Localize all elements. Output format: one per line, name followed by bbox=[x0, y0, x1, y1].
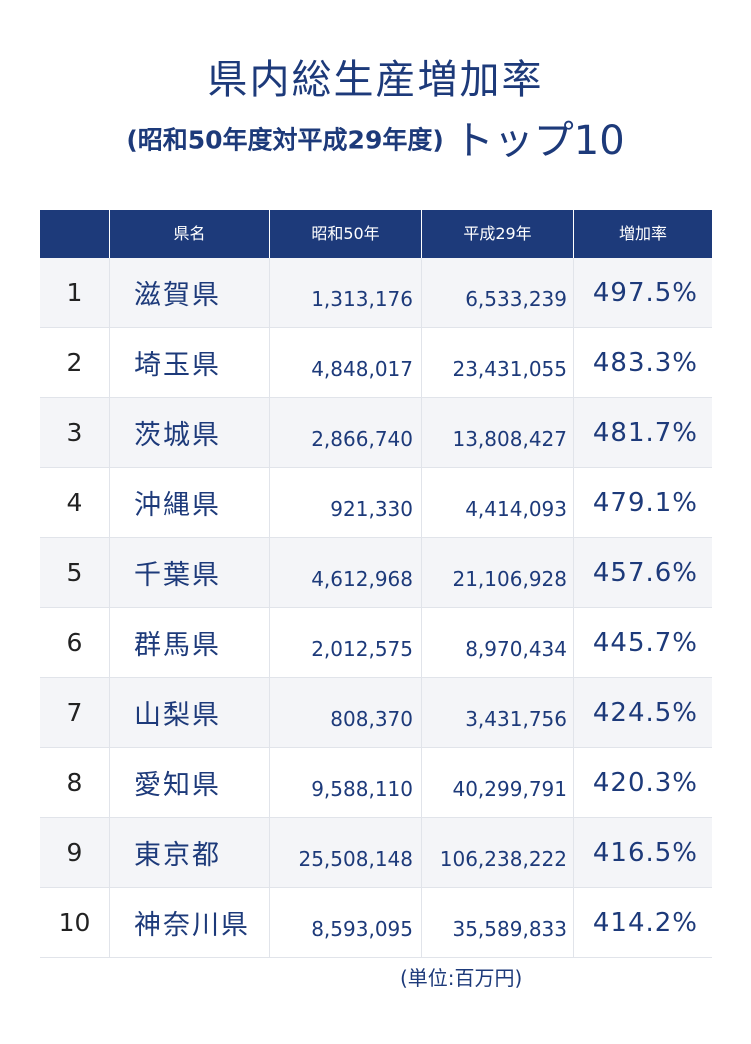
heisei29-value-cell: 6,533,239 bbox=[422, 258, 574, 327]
rank-cell: 2 bbox=[40, 328, 110, 397]
unit-note: (単位:百万円) bbox=[400, 966, 523, 990]
rank-cell: 4 bbox=[40, 468, 110, 537]
table-row: 10 神奈川県 8,593,095 35,589,833 414.2% bbox=[40, 888, 712, 958]
header-rank bbox=[40, 210, 110, 258]
prefecture-cell: 茨城県 bbox=[110, 398, 270, 467]
growth-rate-cell: 481.7% bbox=[592, 417, 698, 448]
rank-cell: 6 bbox=[40, 608, 110, 677]
growth-rate-cell: 420.3% bbox=[592, 767, 698, 798]
showa50-value-cell: 4,612,968 bbox=[270, 538, 422, 607]
rank-cell: 10 bbox=[40, 888, 110, 957]
rank-cell: 1 bbox=[40, 258, 110, 327]
heisei29-value-cell: 106,238,222 bbox=[422, 818, 574, 887]
table-row: 9 東京都 25,508,148 106,238,222 416.5% bbox=[40, 818, 712, 888]
header-heisei29: 平成29年 bbox=[422, 210, 574, 258]
growth-rate-cell: 414.2% bbox=[592, 907, 698, 938]
table-header: 県名 昭和50年 平成29年 増加率 bbox=[40, 210, 712, 258]
growth-rate-cell: 416.5% bbox=[592, 837, 698, 868]
showa50-value-cell: 1,313,176 bbox=[270, 258, 422, 327]
prefecture-cell: 沖縄県 bbox=[110, 468, 270, 537]
table-row: 2 埼玉県 4,848,017 23,431,055 483.3% bbox=[40, 328, 712, 398]
prefecture-cell: 滋賀県 bbox=[110, 258, 270, 327]
page-title: 県内総生産増加率 bbox=[207, 57, 544, 103]
rank-cell: 8 bbox=[40, 748, 110, 817]
prefecture-cell: 東京都 bbox=[110, 818, 270, 887]
showa50-value-cell: 2,012,575 bbox=[270, 608, 422, 677]
table-body: 1 滋賀県 1,313,176 6,533,239 497.5% 2 埼玉県 4,848,01… bbox=[40, 258, 712, 958]
header-showa50: 昭和50年 bbox=[270, 210, 422, 258]
header-prefecture: 県名 bbox=[110, 210, 270, 258]
growth-rate-cell: 497.5% bbox=[592, 277, 698, 308]
showa50-value-cell: 808,370 bbox=[270, 678, 422, 747]
heisei29-value-cell: 4,414,093 bbox=[422, 468, 574, 537]
showa50-value-cell: 9,588,110 bbox=[270, 748, 422, 817]
heisei29-value-cell: 8,970,434 bbox=[422, 608, 574, 677]
rank-cell: 5 bbox=[40, 538, 110, 607]
table-row: 4 沖縄県 921,330 4,414,093 479.1% bbox=[40, 468, 712, 538]
table-row: 7 山梨県 808,370 3,431,756 424.5% bbox=[40, 678, 712, 748]
showa50-value-cell: 25,508,148 bbox=[270, 818, 422, 887]
heisei29-value-cell: 40,299,791 bbox=[422, 748, 574, 817]
table-row: 5 千葉県 4,612,968 21,106,928 457.6% bbox=[40, 538, 712, 608]
prefecture-cell: 山梨県 bbox=[110, 678, 270, 747]
heisei29-value-cell: 23,431,055 bbox=[422, 328, 574, 397]
table-row: 3 茨城県 2,866,740 13,808,427 481.7% bbox=[40, 398, 712, 468]
table-row: 1 滋賀県 1,313,176 6,533,239 497.5% bbox=[40, 258, 712, 328]
prefecture-cell: 愛知県 bbox=[110, 748, 270, 817]
prefecture-cell: 千葉県 bbox=[110, 538, 270, 607]
rank-cell: 7 bbox=[40, 678, 110, 747]
showa50-value-cell: 8,593,095 bbox=[270, 888, 422, 957]
heisei29-value-cell: 3,431,756 bbox=[422, 678, 574, 747]
rank-cell: 3 bbox=[40, 398, 110, 467]
showa50-value-cell: 2,866,740 bbox=[270, 398, 422, 467]
prefecture-cell: 群馬県 bbox=[110, 608, 270, 677]
showa50-value-cell: 921,330 bbox=[270, 468, 422, 537]
ranking-table: 県名 昭和50年 平成29年 増加率 1 滋賀県 1,313,176 6,533,23… bbox=[40, 210, 712, 958]
prefecture-cell: 神奈川県 bbox=[110, 888, 270, 957]
growth-rate-cell: 457.6% bbox=[592, 557, 698, 588]
growth-rate-cell: 445.7% bbox=[592, 627, 698, 658]
rank-cell: 9 bbox=[40, 818, 110, 887]
growth-rate-cell: 483.3% bbox=[592, 347, 698, 378]
showa50-value-cell: 4,848,017 bbox=[270, 328, 422, 397]
heisei29-value-cell: 21,106,928 bbox=[422, 538, 574, 607]
growth-rate-cell: 424.5% bbox=[592, 697, 698, 728]
prefecture-cell: 埼玉県 bbox=[110, 328, 270, 397]
subtitle-top: トップ10 bbox=[453, 117, 625, 164]
header-growth-rate: 増加率 bbox=[618, 224, 667, 243]
page-subtitle: (昭和50年度対平成29年度) トップ10 bbox=[0, 112, 751, 169]
table-row: 8 愛知県 9,588,110 40,299,791 420.3% bbox=[40, 748, 712, 818]
subtitle-period: (昭和50年度対平成29年度) bbox=[126, 125, 444, 155]
growth-rate-cell: 479.1% bbox=[592, 487, 698, 518]
heisei29-value-cell: 35,589,833 bbox=[422, 888, 574, 957]
heisei29-value-cell: 13,808,427 bbox=[422, 398, 574, 467]
table-row: 6 群馬県 2,012,575 8,970,434 445.7% bbox=[40, 608, 712, 678]
